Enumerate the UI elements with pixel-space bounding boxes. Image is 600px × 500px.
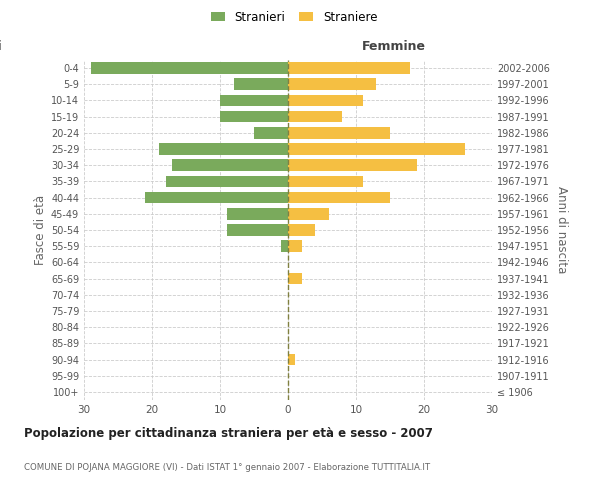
Bar <box>288 94 363 106</box>
Bar <box>288 143 465 155</box>
Bar <box>281 240 288 252</box>
Bar <box>288 111 343 122</box>
Bar <box>288 208 329 220</box>
Text: Popolazione per cittadinanza straniera per età e sesso - 2007: Popolazione per cittadinanza straniera p… <box>24 428 433 440</box>
Bar <box>288 127 390 138</box>
Legend: Stranieri, Straniere: Stranieri, Straniere <box>206 6 382 28</box>
Bar <box>227 224 288 236</box>
Bar <box>233 78 288 90</box>
Bar <box>254 127 288 138</box>
Bar <box>288 192 390 203</box>
Bar <box>288 224 315 236</box>
Y-axis label: Anni di nascita: Anni di nascita <box>555 186 568 274</box>
Text: Maschi: Maschi <box>0 40 2 53</box>
Bar <box>227 208 288 220</box>
Text: Femmine: Femmine <box>362 40 426 53</box>
Bar <box>288 78 376 90</box>
Bar <box>288 160 417 171</box>
Bar <box>145 192 288 203</box>
Bar <box>159 143 288 155</box>
Bar <box>288 354 295 366</box>
Bar <box>288 240 302 252</box>
Bar <box>288 62 410 74</box>
Bar <box>288 272 302 284</box>
Bar <box>91 62 288 74</box>
Bar <box>220 94 288 106</box>
Bar <box>220 111 288 122</box>
Text: COMUNE DI POJANA MAGGIORE (VI) - Dati ISTAT 1° gennaio 2007 - Elaborazione TUTTI: COMUNE DI POJANA MAGGIORE (VI) - Dati IS… <box>24 462 430 471</box>
Bar <box>172 160 288 171</box>
Bar <box>288 176 363 188</box>
Bar <box>166 176 288 188</box>
Y-axis label: Fasce di età: Fasce di età <box>34 195 47 265</box>
